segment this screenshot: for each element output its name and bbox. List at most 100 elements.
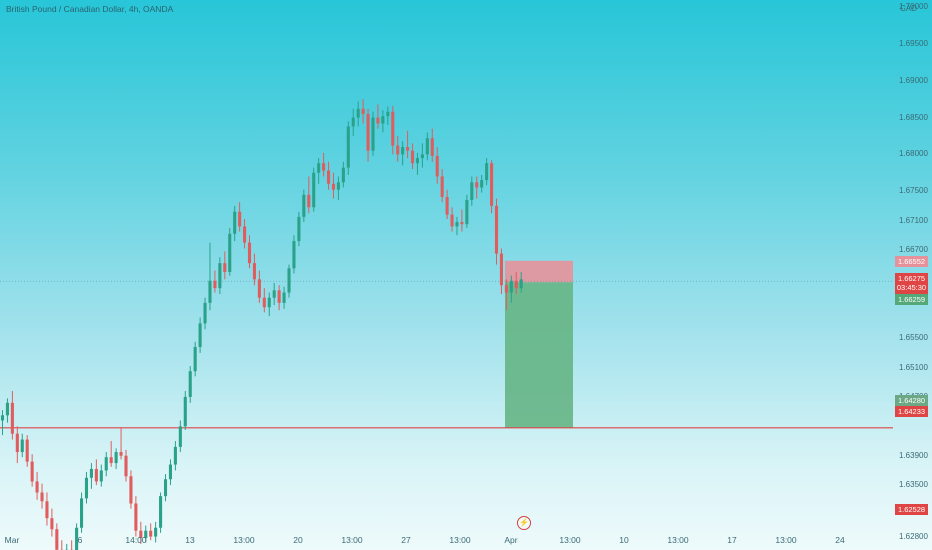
price-tick-label: 1.69500: [899, 39, 928, 49]
candle-body: [287, 268, 291, 293]
candle-body: [302, 194, 306, 217]
candle-body: [99, 470, 103, 482]
candle-body: [396, 145, 400, 155]
candle-body: [376, 117, 380, 124]
candle-body: [223, 263, 227, 272]
time-tick-label: 6: [77, 535, 83, 545]
time-tick-label: 13:00: [559, 535, 581, 545]
candle-body: [213, 280, 217, 289]
time-tick-label: 13:00: [233, 535, 255, 545]
candle-body: [104, 457, 108, 471]
time-tick-label: Apr: [504, 535, 518, 545]
candle-body: [450, 214, 454, 227]
candle-body: [445, 197, 449, 215]
lightning-icon[interactable]: ⚡: [517, 516, 531, 530]
candle-body: [322, 163, 326, 171]
candle-body: [480, 180, 484, 188]
candle-body: [391, 111, 395, 146]
candle-body: [509, 280, 513, 293]
candle-body: [415, 158, 420, 164]
candle-body: [149, 530, 153, 537]
candle-body: [425, 138, 429, 155]
candle-body: [134, 503, 138, 531]
candle-body: [35, 481, 39, 493]
candle-body: [5, 402, 9, 416]
candle-body: [89, 468, 93, 478]
candle-body: [173, 446, 177, 465]
time-tick-label: 17: [727, 535, 737, 545]
candle-body: [124, 455, 128, 477]
candle-body: [228, 233, 232, 272]
candle-body: [30, 461, 34, 482]
candle-body: [470, 182, 474, 200]
last-price-badge: 1.66275 03:45:30: [895, 273, 928, 294]
candle-body: [45, 501, 49, 519]
candle-body: [430, 138, 434, 156]
candle-body: [366, 113, 370, 151]
candle-body: [406, 147, 410, 151]
time-tick-label: 24: [835, 535, 845, 545]
candle-body: [435, 155, 439, 177]
candle-body: [381, 116, 385, 124]
candle-body: [386, 111, 390, 117]
candle-body: [292, 241, 296, 269]
price-tick-label: 1.65500: [899, 333, 928, 343]
candle-body: [218, 263, 222, 289]
candle-body: [331, 183, 336, 190]
candle-body: [282, 292, 286, 303]
candle-body: [50, 518, 54, 530]
candle-body: [475, 182, 479, 188]
candle-body: [361, 108, 365, 114]
candle-body: [243, 226, 247, 243]
candle-body: [420, 154, 424, 159]
candle-body: [336, 182, 340, 190]
candle-body: [514, 280, 518, 289]
candle-body: [440, 176, 444, 198]
candle-body: [326, 170, 331, 184]
candle-body: [504, 285, 508, 293]
candle-body: [490, 163, 494, 206]
candle-body: [238, 211, 242, 227]
candle-body: [371, 117, 375, 151]
candle-body: [346, 126, 350, 168]
price-tick-label: 1.66700: [899, 244, 928, 254]
candle-body: [119, 452, 123, 456]
candle-body: [55, 529, 59, 550]
candle-body: [20, 439, 24, 453]
candle-body: [499, 253, 503, 286]
candle-body: [84, 477, 89, 499]
candle-body: [356, 108, 360, 118]
candle-body: [40, 492, 44, 502]
time-tick-label: 10: [619, 535, 629, 545]
price-tick-label: 1.67500: [899, 186, 928, 196]
candle-body: [312, 172, 316, 208]
candle-body: [494, 205, 499, 254]
candle-body: [25, 439, 29, 462]
candle-body: [154, 527, 158, 537]
level-price-badge-2: 1.64233: [895, 406, 928, 417]
candle-body: [410, 150, 415, 164]
currency-label: CAD: [900, 4, 917, 13]
candle-body: [109, 457, 113, 464]
candle-body: [79, 498, 84, 528]
candle-body: [401, 147, 405, 155]
candle-body: [465, 199, 469, 225]
stop-loss-zone: [505, 260, 573, 283]
time-tick-label: 20: [293, 535, 303, 545]
candle-body: [247, 242, 252, 264]
candle-body: [114, 452, 118, 464]
candle-body: [317, 163, 321, 173]
candle-body: [277, 290, 281, 303]
take-profit-zone: [505, 282, 573, 428]
chart-title: British Pound / Canadian Dollar, 4h, OAN…: [6, 4, 174, 14]
level-price-badge-3: 1.62528: [895, 504, 928, 515]
candle-body: [139, 530, 143, 539]
candle-body: [10, 402, 14, 434]
time-tick-label: 27: [401, 535, 411, 545]
candle-body: [129, 476, 133, 504]
candle-body: [15, 433, 19, 453]
price-tick-label: 1.68000: [899, 149, 928, 159]
time-tick-label: Mar: [4, 535, 20, 545]
candle-body: [168, 464, 173, 480]
